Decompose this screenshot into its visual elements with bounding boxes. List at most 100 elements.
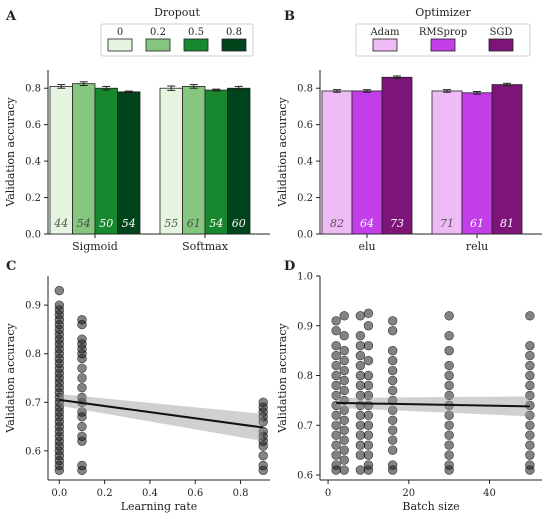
legend-swatch	[430, 38, 456, 52]
x-tick-label: 40	[483, 488, 496, 499]
data-point	[387, 460, 398, 470]
data-point	[77, 392, 87, 403]
data-point	[331, 350, 341, 361]
data-point	[525, 420, 535, 430]
data-point	[331, 460, 341, 470]
count-label: 44	[53, 217, 68, 230]
data-point	[525, 360, 535, 371]
data-point	[363, 340, 374, 351]
data-point	[363, 450, 374, 460]
legend-label: Adam	[369, 27, 400, 38]
data-point	[444, 440, 454, 450]
y-tick-label: 0.7	[297, 421, 313, 432]
y-tick-label: 0.4	[25, 157, 41, 168]
data-point	[525, 460, 535, 470]
y-axis-label: Validation accuracy	[276, 97, 289, 208]
panel-letter: D	[284, 259, 295, 274]
data-point	[387, 355, 398, 366]
data-point	[331, 430, 341, 440]
data-point	[331, 360, 341, 371]
data-point	[525, 390, 535, 401]
data-point	[387, 326, 398, 336]
data-point	[387, 375, 398, 386]
panel-b: B 0.0 0.2 0.4 0.6 0.8 Validation accuracy elu 82…	[276, 6, 542, 253]
count-label: 82	[330, 217, 344, 230]
data-point	[355, 350, 366, 361]
data-point	[355, 465, 366, 475]
category-label: Sigmoid	[72, 240, 118, 253]
data-point	[77, 431, 87, 441]
data-point	[355, 370, 366, 381]
regression-line	[336, 401, 530, 408]
bar	[117, 91, 141, 235]
data-point	[258, 451, 268, 461]
data-point	[355, 430, 366, 440]
data-point	[355, 440, 366, 450]
data-point	[444, 380, 454, 391]
data-point	[525, 380, 535, 391]
data-point	[444, 420, 454, 430]
data-point	[363, 355, 374, 366]
legend-box	[100, 23, 254, 57]
data-point	[339, 375, 349, 386]
data-point	[525, 410, 535, 421]
data-point	[387, 405, 398, 416]
data-point	[339, 345, 349, 356]
y-tick-label: 0.2	[25, 193, 41, 204]
x-axis-label: Batch size	[402, 500, 459, 513]
legend-swatch	[107, 38, 133, 52]
bar	[204, 89, 228, 235]
data-point	[363, 460, 374, 470]
data-point	[331, 390, 341, 401]
x-tick-label: 0.2	[97, 488, 113, 499]
y-tick-label: 0.8	[297, 371, 313, 382]
bar	[461, 92, 493, 235]
data-point	[444, 370, 454, 381]
data-point	[339, 365, 349, 376]
data-point	[444, 390, 454, 401]
data-point	[331, 316, 341, 326]
y-axis-label: Validation accuracy	[4, 323, 17, 434]
legend-label: 0.5	[188, 27, 204, 38]
data-point	[387, 345, 398, 356]
data-point	[387, 365, 398, 376]
data-point	[363, 440, 374, 450]
legend-swatch	[183, 38, 209, 52]
x-tick-label: 20	[402, 488, 415, 499]
data-point	[355, 360, 366, 371]
y-axis-label: Validation accuracy	[4, 97, 17, 208]
y-tick-label: 0.7	[25, 398, 41, 409]
count-label: 54	[209, 217, 223, 230]
data-point	[444, 331, 454, 341]
data-point	[363, 308, 374, 319]
data-point	[525, 440, 535, 450]
x-tick-label: 0.4	[142, 488, 158, 499]
count-label: 61	[187, 217, 201, 230]
x-axis-label: Learning rate	[121, 500, 198, 513]
legend-label: RMSprop	[419, 27, 467, 38]
count-label: 54	[77, 217, 91, 230]
y-tick-label: 0.6	[25, 120, 41, 131]
legend-label: SGD	[490, 27, 513, 38]
data-point	[355, 331, 366, 341]
data-point	[355, 450, 366, 460]
y-tick-label: 0.0	[25, 230, 41, 241]
data-point	[387, 425, 398, 435]
legend-title: Dropout	[154, 6, 200, 19]
data-point	[77, 460, 87, 471]
legend-swatch	[488, 38, 514, 52]
y-tick-label: 1.0	[297, 272, 313, 283]
data-point	[339, 425, 349, 435]
x-tick-label: 0	[325, 488, 331, 499]
data-point	[387, 435, 398, 445]
data-point	[444, 450, 454, 460]
data-point	[77, 407, 87, 417]
data-point	[258, 397, 268, 407]
bar	[351, 90, 383, 235]
data-point	[355, 380, 366, 391]
data-point	[331, 420, 341, 430]
data-point	[77, 421, 87, 432]
data-point	[331, 410, 341, 421]
data-point	[387, 316, 398, 326]
